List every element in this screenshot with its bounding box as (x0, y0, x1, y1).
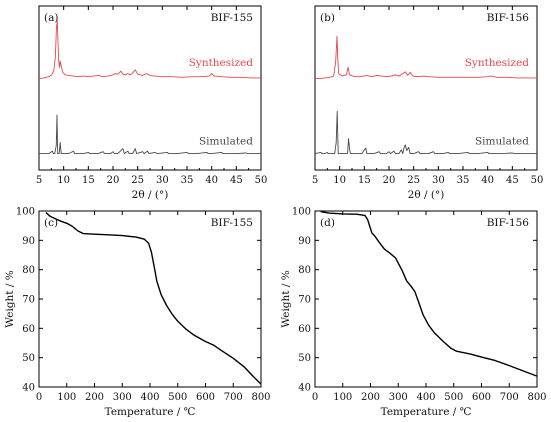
panel-label: (b) (320, 12, 335, 24)
panel-label: (a) (44, 12, 58, 24)
sample-label: BIF-156 (487, 12, 530, 24)
x-tick-label: 0 (36, 392, 42, 403)
x-tick-label: 100 (333, 392, 352, 403)
chart-panel-a: 5 10 15 20 25 30 35 40 45 50 2θ / (°) (a) BIF-155 Syn… (36, 5, 268, 201)
x-tick-label: 700 (500, 392, 519, 403)
x-tick-label: 30 (156, 175, 169, 186)
xrd-pattern-synthesized (315, 35, 537, 80)
x-tick-label: 50 (531, 175, 544, 186)
tga-curve (45, 211, 262, 385)
x-tick-label: 600 (196, 392, 215, 403)
chart-panel-d: 0 100 200 300 400 500 600 700 800 Temperature / ℃… (280, 207, 547, 419)
x-tick-label: 200 (85, 392, 104, 403)
x-tick-label: 40 (481, 175, 494, 186)
x-tick-label: 800 (527, 392, 546, 403)
x-tick-label: 800 (251, 392, 270, 403)
x-tick-label: 500 (444, 392, 463, 403)
y-tick-label: 50 (298, 353, 311, 364)
x-tick-label: 400 (140, 392, 159, 403)
y-axis-title: Weight / % (280, 270, 292, 327)
y-tick-label: 70 (22, 295, 35, 306)
y-tick-label: 80 (22, 265, 35, 276)
sample-label: BIF-156 (487, 217, 530, 229)
x-tick-label: 600 (472, 392, 491, 403)
series-label-synthesized: Synthesized (189, 57, 254, 69)
y-tick-label: 40 (298, 383, 311, 394)
x-tick-label: 300 (389, 392, 408, 403)
y-axis-title: Weight / % (4, 270, 16, 327)
x-tick-label: 700 (224, 392, 243, 403)
sample-label: BIF-155 (211, 12, 253, 24)
y-tick-label: 40 (22, 383, 35, 394)
x-tick-label: 500 (168, 392, 187, 403)
series-label-simulated: Simulated (199, 136, 253, 148)
x-tick-label: 25 (131, 175, 144, 186)
y-tick-label: 90 (298, 236, 311, 247)
x-tick-label: 20 (383, 175, 396, 186)
y-tick-label: 100 (292, 207, 311, 218)
panel-label: (c) (44, 217, 58, 229)
y-tick-label: 70 (298, 295, 311, 306)
x-tick-label: 40 (205, 175, 218, 186)
xrd-pattern-simulated (39, 114, 261, 155)
xrd-pattern-synthesized (38, 20, 261, 80)
x-tick-label: 0 (312, 392, 318, 403)
x-tick-label: 400 (416, 392, 435, 403)
x-tick-label: 100 (57, 392, 76, 403)
plot-frame (314, 210, 538, 388)
x-tick-label: 20 (107, 175, 120, 186)
y-tick-label: 100 (16, 207, 35, 218)
x-tick-label: 50 (255, 175, 268, 186)
x-tick-label: 15 (358, 175, 371, 186)
chart-panel-c: 0 100 200 300 400 500 600 700 800 Temperature / ℃… (4, 207, 271, 419)
y-tick-label: 50 (22, 353, 35, 364)
x-axis-title: 2θ / (°) (408, 189, 445, 201)
x-tick-label: 35 (181, 175, 194, 186)
x-tick-label: 5 (36, 175, 42, 186)
x-tick-label: 10 (333, 175, 346, 186)
y-tick-label: 80 (298, 265, 311, 276)
x-tick-label: 5 (312, 175, 318, 186)
x-tick-label: 300 (113, 392, 132, 403)
x-tick-label: 200 (361, 392, 380, 403)
x-axis-title: 2θ / (°) (132, 189, 169, 201)
chart-panel-b: 5 10 15 20 25 30 35 40 45 50 2θ / (°) (b) BIF-156 Syn… (312, 5, 544, 201)
sample-label: BIF-155 (211, 217, 253, 229)
x-tick-label: 25 (407, 175, 420, 186)
x-tick-label: 15 (82, 175, 95, 186)
panel-label: (d) (320, 217, 335, 229)
y-tick-label: 60 (22, 324, 35, 335)
x-tick-label: 45 (506, 175, 519, 186)
x-tick-label: 45 (230, 175, 243, 186)
series-label-synthesized: Synthesized (465, 57, 530, 69)
y-tick-label: 90 (22, 236, 35, 247)
y-tick-label: 60 (298, 324, 311, 335)
x-tick-label: 35 (457, 175, 470, 186)
x-tick-label: 30 (432, 175, 445, 186)
x-tick-label: 10 (57, 175, 70, 186)
xrd-pattern-simulated (314, 110, 537, 155)
tga-curve (320, 210, 538, 377)
series-label-simulated: Simulated (475, 136, 529, 148)
x-axis-title: Temperature / ℃ (105, 406, 196, 418)
plot-frame (38, 210, 262, 388)
x-axis-title: Temperature / ℃ (381, 406, 472, 418)
